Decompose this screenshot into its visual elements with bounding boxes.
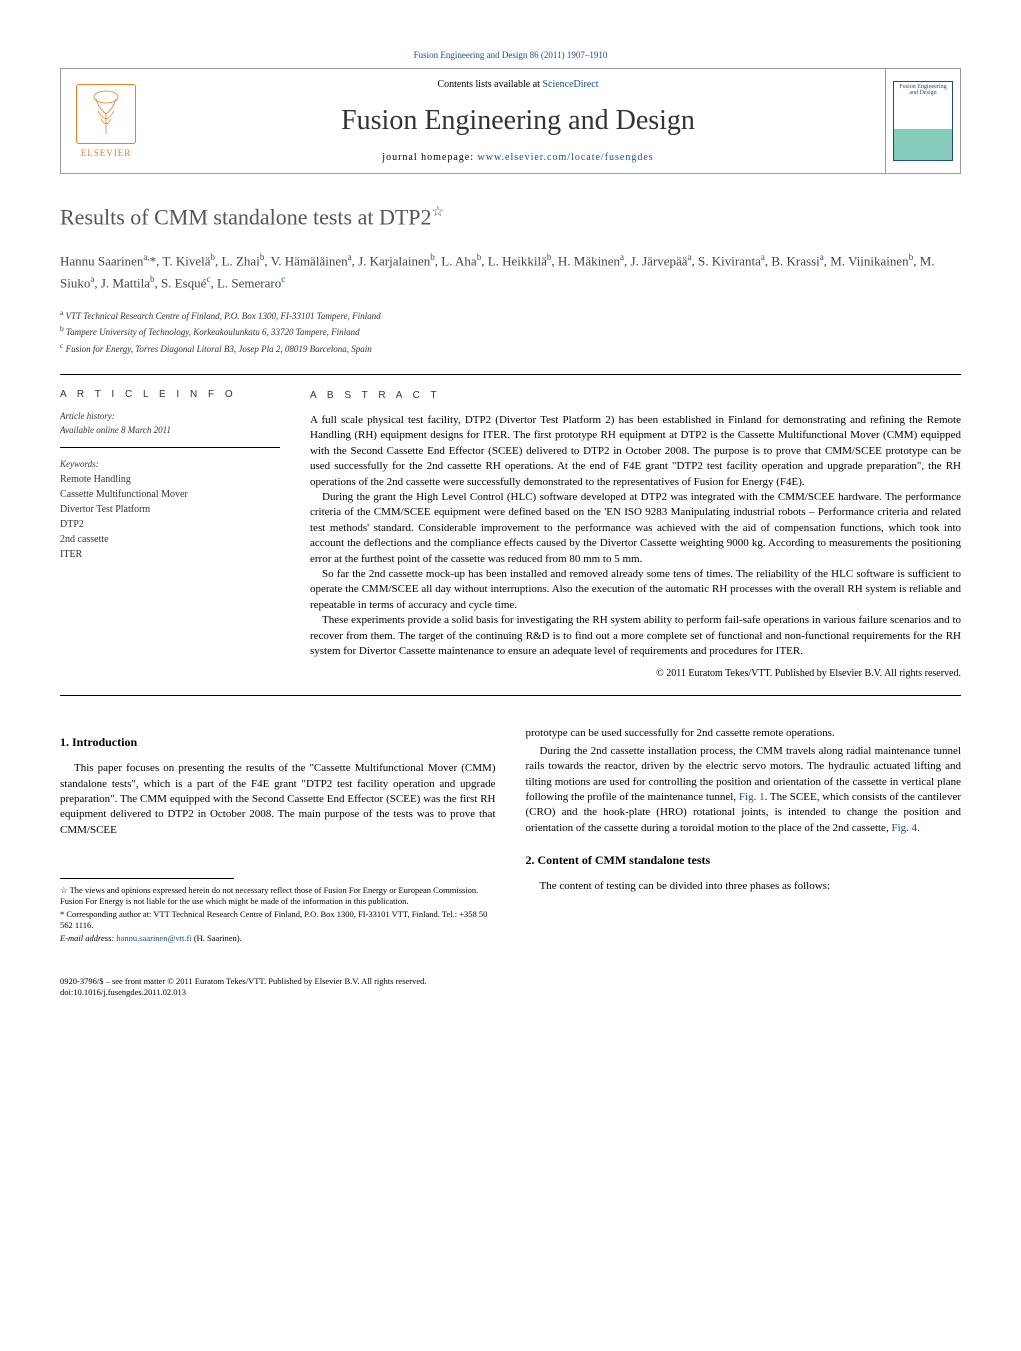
fig1-link[interactable]: Fig. 1	[739, 791, 765, 803]
affiliations: a VTT Technical Research Centre of Finla…	[60, 307, 961, 357]
keyword: DTP2	[60, 517, 280, 532]
footnote-corresponding: * Corresponding author at: VTT Technical…	[60, 909, 496, 931]
journal-title: Fusion Engineering and Design	[161, 105, 875, 137]
journal-header-box: ELSEVIER Contents lists available at Sci…	[60, 68, 961, 174]
elsevier-label: ELSEVIER	[81, 148, 132, 158]
s2-p1: The content of testing can be divided in…	[526, 879, 962, 894]
section-1-heading: 1. Introduction	[60, 734, 496, 751]
sciencedirect-link[interactable]: ScienceDirect	[542, 79, 598, 90]
title-text: Results of CMM standalone tests at DTP2	[60, 204, 432, 229]
affiliation-b: b Tampere University of Technology, Kork…	[60, 323, 961, 340]
footer-copyright: 0920-3796/$ – see front matter © 2011 Eu…	[60, 976, 961, 987]
footnote-rule	[60, 878, 234, 879]
authors-list: Hannu Saarinena,*, T. Kiveläb, L. Zhaib,…	[60, 250, 961, 294]
intro-p1: This paper focuses on presenting the res…	[60, 761, 496, 838]
citation-text: Fusion Engineering and Design 86 (2011) …	[414, 50, 608, 60]
keywords-block: Keywords: Remote Handling Cassette Multi…	[60, 458, 280, 572]
left-column: 1. Introduction This paper focuses on pr…	[60, 726, 496, 946]
abstract: A B S T R A C T A full scale physical te…	[310, 375, 961, 695]
title-footnote-star: ☆	[432, 205, 445, 220]
affiliation-a: a VTT Technical Research Centre of Finla…	[60, 307, 961, 324]
article-history-block: Article history: Available online 8 Marc…	[60, 410, 280, 448]
abstract-p1: A full scale physical test facility, DTP…	[310, 413, 961, 490]
affiliation-c: c Fusion for Energy, Torres Diagonal Lit…	[60, 340, 961, 357]
homepage-prefix: journal homepage:	[382, 152, 477, 163]
contents-line: Contents lists available at ScienceDirec…	[161, 79, 875, 90]
keywords-label: Keywords:	[60, 458, 280, 472]
intro-p3: During the 2nd cassette installation pro…	[526, 744, 962, 836]
abstract-heading: A B S T R A C T	[310, 389, 961, 403]
homepage-link[interactable]: www.elsevier.com/locate/fusengdes	[478, 152, 654, 163]
email-suffix: (H. Saarinen).	[192, 933, 242, 943]
keyword: Remote Handling	[60, 472, 280, 487]
email-link[interactable]: hannu.saarinen@vtt.fi	[116, 933, 191, 943]
footnote-star: ☆ The views and opinions expressed herei…	[60, 885, 496, 907]
fig4-link[interactable]: Fig. 4	[891, 822, 917, 834]
citation-header: Fusion Engineering and Design 86 (2011) …	[60, 50, 961, 60]
history-label: Article history:	[60, 410, 280, 424]
info-abstract-row: A R T I C L E I N F O Article history: A…	[60, 374, 961, 696]
keyword: Cassette Multifunctional Mover	[60, 487, 280, 502]
cover-thumbnail: Fusion Engineering and Design	[885, 69, 960, 173]
homepage-line: journal homepage: www.elsevier.com/locat…	[161, 152, 875, 163]
abstract-p4: These experiments provide a solid basis …	[310, 613, 961, 659]
elsevier-logo: ELSEVIER	[61, 69, 151, 173]
history-value: Available online 8 March 2011	[60, 425, 171, 435]
page-footer: 0920-3796/$ – see front matter © 2011 Eu…	[60, 976, 961, 998]
footer-doi: doi:10.1016/j.fusengdes.2011.02.013	[60, 987, 961, 998]
intro-p2: prototype can be used successfully for 2…	[526, 726, 962, 741]
contents-prefix: Contents lists available at	[437, 79, 542, 90]
abstract-p3: So far the 2nd cassette mock-up has been…	[310, 567, 961, 613]
abstract-copyright: © 2011 Euratom Tekes/VTT. Published by E…	[310, 667, 961, 681]
article-title: Results of CMM standalone tests at DTP2☆	[60, 204, 961, 230]
header-center: Contents lists available at ScienceDirec…	[151, 69, 885, 173]
article-info-heading: A R T I C L E I N F O	[60, 389, 280, 400]
keyword: Divertor Test Platform	[60, 502, 280, 517]
abstract-p2: During the grant the High Level Control …	[310, 490, 961, 567]
keyword: 2nd cassette	[60, 532, 280, 547]
footnote-email: E-mail address: hannu.saarinen@vtt.fi (H…	[60, 933, 496, 944]
article-info: A R T I C L E I N F O Article history: A…	[60, 375, 280, 695]
keyword: ITER	[60, 547, 280, 562]
right-column: prototype can be used successfully for 2…	[526, 726, 962, 946]
body-columns: 1. Introduction This paper focuses on pr…	[60, 726, 961, 946]
cover-image: Fusion Engineering and Design	[893, 81, 953, 161]
elsevier-tree-icon	[76, 84, 136, 144]
section-2-heading: 2. Content of CMM standalone tests	[526, 852, 962, 869]
email-label: E-mail address:	[60, 933, 116, 943]
